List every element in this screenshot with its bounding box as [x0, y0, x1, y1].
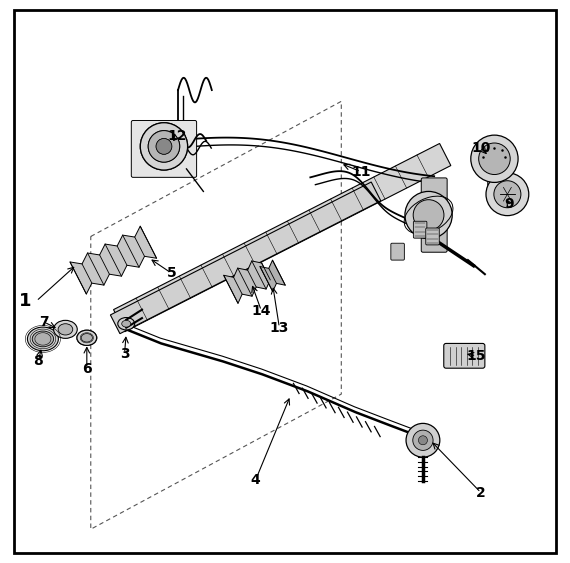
Text: 5: 5 [166, 266, 176, 280]
Text: 3: 3 [120, 347, 129, 360]
Text: 2: 2 [476, 486, 486, 499]
Polygon shape [113, 144, 451, 332]
Polygon shape [111, 182, 381, 334]
Circle shape [486, 173, 529, 216]
Text: 14: 14 [251, 304, 271, 318]
Circle shape [479, 143, 510, 175]
Circle shape [148, 131, 180, 162]
FancyBboxPatch shape [488, 176, 508, 189]
FancyBboxPatch shape [413, 221, 427, 238]
Circle shape [413, 430, 433, 450]
Ellipse shape [32, 331, 54, 347]
FancyBboxPatch shape [444, 343, 485, 368]
Circle shape [156, 138, 172, 154]
Text: 4: 4 [251, 473, 260, 486]
Circle shape [156, 138, 172, 154]
FancyBboxPatch shape [391, 243, 404, 260]
Text: 11: 11 [351, 165, 370, 178]
FancyBboxPatch shape [131, 120, 197, 177]
Ellipse shape [122, 320, 131, 327]
Text: 13: 13 [270, 321, 289, 334]
Circle shape [413, 200, 444, 230]
Circle shape [418, 436, 428, 445]
Polygon shape [70, 226, 157, 294]
FancyBboxPatch shape [426, 228, 439, 245]
Circle shape [471, 135, 518, 182]
Ellipse shape [118, 318, 135, 330]
Polygon shape [223, 261, 270, 303]
Text: 1: 1 [19, 292, 31, 310]
Ellipse shape [58, 324, 73, 335]
Circle shape [140, 123, 188, 170]
Text: 7: 7 [39, 315, 49, 329]
Text: 10: 10 [471, 141, 491, 154]
FancyBboxPatch shape [421, 178, 447, 252]
Ellipse shape [54, 320, 78, 338]
Text: 12: 12 [167, 129, 186, 143]
Text: 9: 9 [504, 197, 514, 211]
Circle shape [140, 123, 188, 170]
Text: 6: 6 [82, 362, 92, 376]
Circle shape [494, 181, 521, 208]
Text: 8: 8 [34, 355, 43, 368]
Text: 15: 15 [467, 349, 486, 363]
Circle shape [148, 131, 180, 162]
Ellipse shape [27, 327, 58, 351]
Circle shape [405, 191, 452, 239]
Polygon shape [260, 260, 285, 292]
Ellipse shape [81, 333, 92, 342]
Ellipse shape [77, 330, 97, 345]
Circle shape [406, 423, 440, 457]
